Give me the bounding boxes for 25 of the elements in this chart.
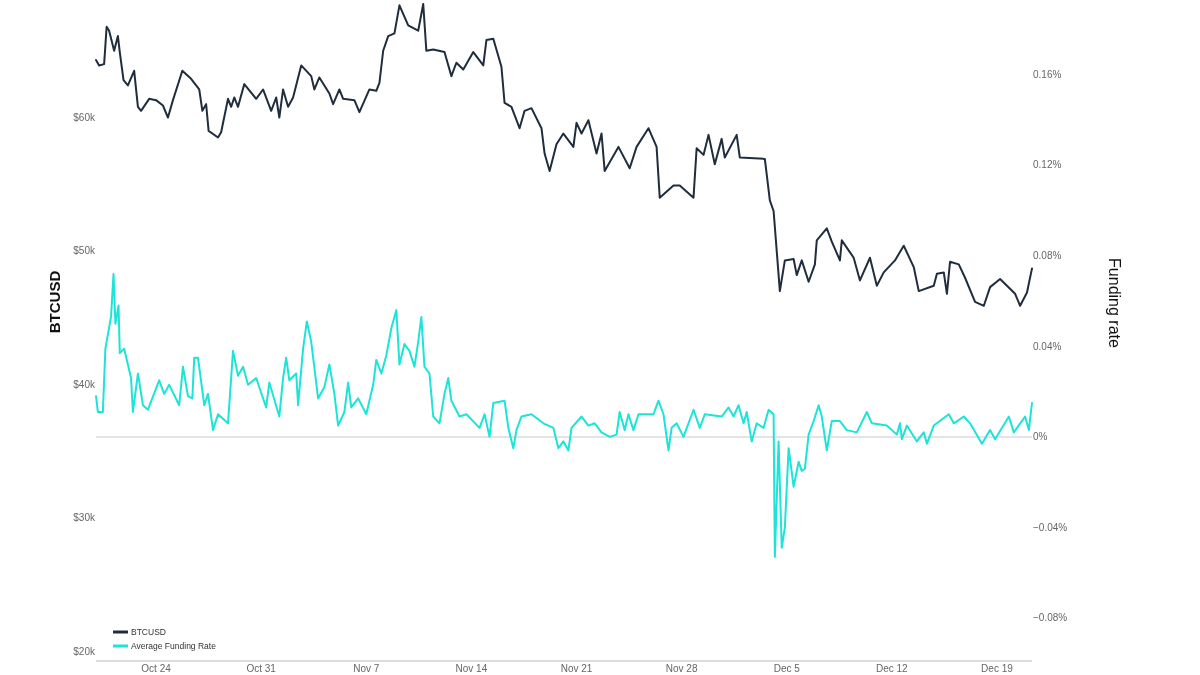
legend-label: Average Funding Rate — [131, 640, 217, 651]
y2-tick-label: −0.08% — [1033, 612, 1068, 624]
y-tick-label: $60k — [73, 111, 96, 123]
y-tick-label: $20k — [73, 645, 96, 657]
legend-label: BTCUSD — [131, 626, 166, 637]
x-tick-label: Dec 19 — [981, 663, 1014, 675]
y2-axis-title: Funding rate — [1106, 258, 1124, 349]
x-tick-label: Nov 7 — [353, 663, 380, 675]
y2-tick-label: 0.04% — [1033, 340, 1062, 352]
y2-tick-label: 0.16% — [1033, 68, 1062, 80]
y2-tick-label: 0.12% — [1033, 159, 1062, 171]
x-tick-label: Oct 24 — [141, 663, 172, 675]
y2-tick-label: 0% — [1033, 431, 1048, 443]
x-tick-label: Nov 14 — [455, 663, 488, 675]
x-tick-label: Oct 31 — [246, 663, 277, 675]
x-tick-label: Dec 12 — [876, 663, 909, 675]
x-tick-label: Dec 5 — [773, 663, 801, 675]
x-tick-label: Nov 28 — [665, 663, 698, 675]
y-axis-title: BTCUSD — [46, 270, 64, 334]
x-tick-label: Nov 21 — [560, 663, 593, 675]
y2-tick-label: −0.04% — [1033, 521, 1068, 533]
y-tick-label: $30k — [73, 512, 96, 524]
y2-tick-label: 0.08% — [1033, 250, 1062, 261]
y-tick-label: $50k — [73, 245, 96, 257]
y-tick-label: $40k — [73, 378, 96, 390]
